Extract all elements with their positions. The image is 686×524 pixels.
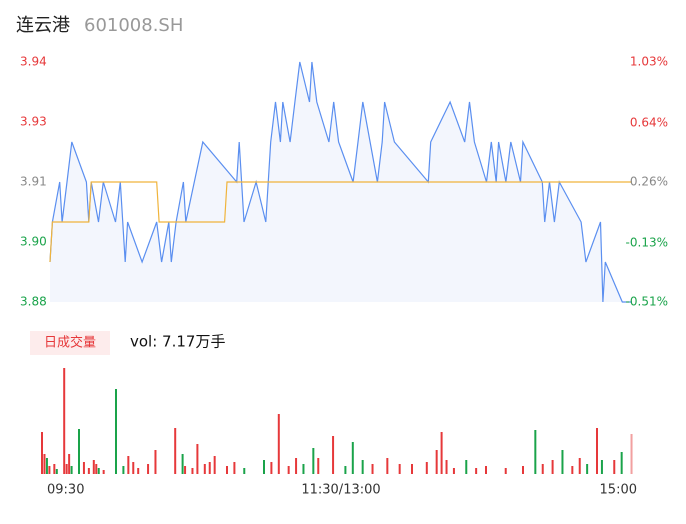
- volume-bar: [586, 464, 589, 474]
- y-tick-label: 3.88: [20, 295, 47, 309]
- volume-bar: [127, 456, 130, 474]
- volume-bar: [78, 429, 80, 474]
- volume-bar: [95, 464, 98, 474]
- y2-tick-label: -0.51%: [626, 295, 668, 309]
- volume-bar: [440, 432, 443, 474]
- volume-bar: [270, 462, 273, 474]
- volume-bar: [445, 460, 448, 474]
- volume-bar: [475, 468, 478, 474]
- volume-bar: [600, 460, 603, 474]
- volume-bar: [196, 444, 199, 474]
- volume-bar: [43, 454, 46, 474]
- volume-bar: [45, 458, 48, 474]
- volume-bar: [181, 454, 184, 474]
- volume-bar: [191, 468, 194, 474]
- volume-bar: [534, 430, 537, 474]
- volume-bar: [613, 460, 616, 474]
- volume-bar: [317, 458, 320, 474]
- volume-bar: [82, 462, 85, 474]
- volume-bar: [263, 460, 265, 474]
- volume-bar: [53, 464, 56, 474]
- volume-bar: [504, 468, 507, 474]
- volume-bar: [312, 448, 315, 474]
- volume-bar: [147, 464, 150, 474]
- volume-label: 日成交量: [44, 335, 96, 351]
- volume-bar: [115, 389, 117, 474]
- volume-bar: [485, 466, 487, 474]
- y2-tick-label: -0.13%: [626, 235, 668, 249]
- volume-bar: [277, 414, 280, 474]
- volume-bar: [596, 428, 598, 474]
- y-tick-label: 3.94: [20, 55, 47, 69]
- volume-bar: [70, 466, 73, 474]
- y2-tick-label: 0.64%: [630, 115, 668, 129]
- price-line: [49, 61, 632, 303]
- volume-bar: [425, 462, 428, 474]
- volume-bar: [571, 466, 574, 474]
- stock-code: 601008.SH: [84, 15, 183, 36]
- volume-label-box: [30, 331, 110, 355]
- volume-bar: [371, 464, 374, 474]
- volume-bar: [87, 468, 90, 474]
- volume-bar: [344, 466, 347, 474]
- volume-bar: [398, 464, 401, 474]
- volume-bar: [137, 468, 140, 474]
- volume-bar: [132, 462, 135, 474]
- volume-bar: [55, 469, 58, 474]
- volume-bar: [41, 432, 43, 474]
- volume-bar: [465, 460, 468, 474]
- volume-bar: [630, 434, 633, 474]
- y-tick-label: 3.93: [20, 115, 47, 129]
- volume-bar: [92, 460, 95, 474]
- volume-bar: [287, 466, 290, 474]
- volume-bar: [174, 428, 177, 474]
- volume-bar: [65, 464, 68, 474]
- volume-bar: [332, 436, 335, 474]
- y-tick-label: 3.90: [20, 235, 47, 249]
- volume-bar: [386, 458, 389, 474]
- volume-bar: [122, 466, 125, 474]
- volume-bar: [208, 462, 211, 474]
- volume-bar: [68, 454, 71, 474]
- volume-bar: [302, 464, 305, 474]
- avg-line: [49, 181, 632, 263]
- volume-bar: [184, 466, 187, 474]
- volume-bar: [97, 468, 100, 474]
- volume-bar: [561, 450, 564, 474]
- volume-bar: [620, 452, 623, 474]
- volume-bar: [578, 458, 581, 474]
- volume-bar: [154, 450, 157, 474]
- stock-name: 连云港: [16, 15, 70, 36]
- volume-bar: [452, 468, 455, 474]
- volume-bar: [233, 462, 236, 474]
- volume-summary: vol: 7.17万手: [130, 333, 225, 351]
- volume-bar: [435, 450, 438, 474]
- volume-bar: [551, 460, 554, 474]
- volume-bar: [102, 470, 105, 474]
- volume-bar: [351, 442, 354, 474]
- volume-bar: [48, 466, 51, 474]
- volume-bar: [541, 464, 544, 474]
- volume-bar: [243, 468, 246, 474]
- volume-bar: [522, 466, 524, 474]
- volume-bar: [295, 458, 298, 474]
- volume-bar: [213, 456, 216, 474]
- volume-bar: [411, 464, 413, 474]
- volume-bar: [203, 464, 206, 474]
- volume-bar: [361, 460, 364, 474]
- y2-tick-label: 0.26%: [630, 175, 668, 189]
- volume-bar: [226, 466, 228, 474]
- y2-tick-label: 1.03%: [630, 55, 668, 69]
- x-tick-label: 09:30: [47, 483, 84, 498]
- x-tick-label: 11:30/13:00: [301, 483, 380, 498]
- volume-bar: [63, 368, 66, 474]
- y-tick-label: 3.91: [20, 175, 47, 189]
- x-tick-label: 15:00: [600, 483, 637, 498]
